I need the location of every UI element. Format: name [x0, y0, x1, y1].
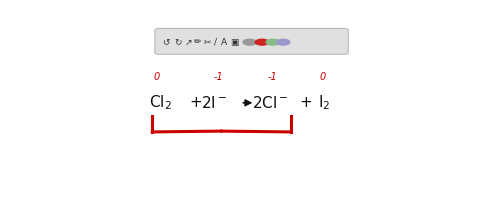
Text: 2I$^-$: 2I$^-$ — [201, 95, 228, 111]
Text: A: A — [221, 38, 228, 47]
Text: ▣: ▣ — [230, 38, 239, 47]
Text: ✂: ✂ — [203, 38, 211, 47]
Text: ↻: ↻ — [174, 38, 181, 47]
Text: ↗: ↗ — [185, 38, 192, 47]
Text: +: + — [299, 95, 312, 110]
Text: Cl$_2$: Cl$_2$ — [149, 93, 172, 112]
Text: 2Cl$^-$: 2Cl$^-$ — [252, 95, 288, 111]
Circle shape — [266, 39, 279, 45]
Text: 0: 0 — [154, 72, 160, 82]
Text: ✏: ✏ — [194, 38, 202, 47]
Text: /: / — [214, 38, 217, 47]
Text: +: + — [190, 95, 202, 110]
Circle shape — [243, 39, 256, 45]
Text: -1: -1 — [213, 72, 223, 82]
Text: I$_2$: I$_2$ — [318, 93, 330, 112]
Circle shape — [255, 39, 269, 45]
Text: 0: 0 — [319, 72, 325, 82]
Text: ↺: ↺ — [162, 38, 170, 47]
Circle shape — [276, 39, 290, 45]
FancyBboxPatch shape — [155, 28, 348, 54]
Text: -1: -1 — [267, 72, 277, 82]
